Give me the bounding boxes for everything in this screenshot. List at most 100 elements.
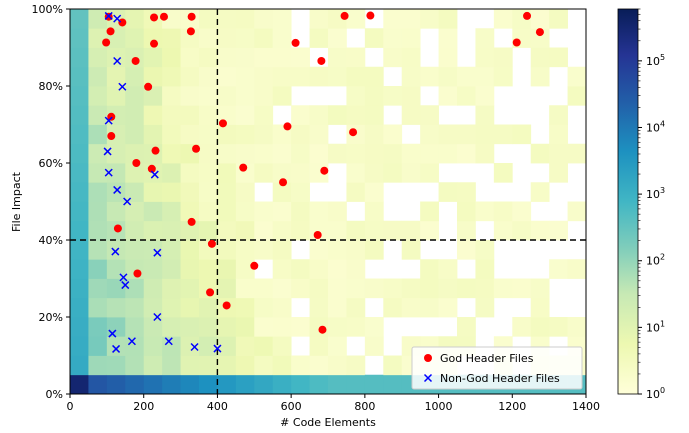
non-god-header-point bbox=[104, 11, 113, 20]
heatmap-cell bbox=[383, 278, 403, 299]
heatmap-cell bbox=[346, 259, 366, 279]
heatmap-cell bbox=[88, 105, 108, 125]
god-header-point bbox=[523, 11, 532, 20]
colorbar-tick-label: 104 bbox=[646, 119, 665, 134]
heatmap-cell bbox=[217, 9, 237, 29]
heatmap-cell bbox=[199, 124, 218, 145]
heatmap-cell bbox=[70, 336, 89, 356]
legend-box bbox=[411, 346, 583, 390]
heatmap-cell bbox=[88, 278, 108, 299]
heatmap-cell bbox=[235, 374, 255, 394]
heatmap-cell bbox=[254, 124, 274, 145]
heatmap-cell bbox=[309, 336, 329, 356]
non-god-header-point bbox=[150, 170, 159, 179]
heatmap-cell bbox=[346, 66, 366, 87]
heatmap-cell bbox=[530, 220, 550, 241]
heatmap-cell bbox=[346, 9, 366, 29]
heatmap-cell bbox=[162, 201, 181, 222]
heatmap-cell bbox=[180, 66, 200, 87]
heatmap-cell bbox=[70, 355, 89, 376]
y-tick-label: 80% bbox=[39, 80, 63, 93]
heatmap-cell bbox=[420, 163, 439, 183]
heatmap-cell bbox=[88, 259, 108, 279]
heatmap-cell bbox=[235, 201, 255, 222]
heatmap-cell bbox=[309, 278, 329, 299]
heatmap-cell bbox=[217, 278, 237, 299]
non-god-header-point bbox=[119, 273, 128, 282]
heatmap-cell bbox=[272, 143, 292, 164]
non-god-header-point bbox=[123, 197, 132, 206]
heatmap-cell bbox=[512, 220, 532, 241]
heatmap-cell bbox=[438, 66, 458, 87]
legend-god-label: God Header Files bbox=[440, 352, 534, 365]
heatmap-cell bbox=[272, 201, 292, 222]
heatmap-cell bbox=[457, 124, 476, 145]
heatmap-cell bbox=[438, 47, 458, 68]
heatmap-cell bbox=[457, 317, 476, 337]
heatmap-cell bbox=[530, 143, 550, 164]
heatmap-cell bbox=[70, 9, 89, 29]
heatmap-cell bbox=[383, 28, 403, 48]
heatmap-cell bbox=[162, 374, 181, 394]
heatmap-cell bbox=[199, 201, 218, 222]
heatmap-cell bbox=[199, 47, 218, 68]
heatmap-cell bbox=[235, 278, 255, 299]
god-header-point bbox=[340, 11, 349, 20]
heatmap-cell bbox=[346, 317, 366, 337]
heatmap-cell bbox=[106, 143, 126, 164]
heatmap-cell bbox=[70, 47, 89, 68]
heatmap-cell bbox=[106, 47, 126, 68]
heatmap-cell bbox=[383, 374, 403, 394]
heatmap-cell bbox=[328, 317, 347, 337]
heatmap-cell bbox=[420, 124, 439, 145]
heatmap-cell bbox=[106, 317, 126, 337]
heatmap-cell bbox=[199, 297, 218, 318]
heatmap-cell bbox=[549, 220, 568, 241]
heatmap-cell bbox=[328, 355, 347, 376]
heatmap-cell bbox=[199, 105, 218, 125]
heatmap-cell bbox=[493, 163, 513, 183]
non-god-header-point bbox=[103, 147, 112, 156]
heatmap-cell bbox=[217, 163, 237, 183]
heatmap-cell bbox=[364, 220, 384, 241]
heatmap-cell bbox=[125, 297, 145, 318]
heatmap-cell bbox=[235, 182, 255, 202]
heatmap-cell bbox=[70, 28, 89, 48]
heatmap-cell bbox=[272, 182, 292, 202]
heatmap-cell bbox=[346, 86, 366, 106]
god-header-point bbox=[317, 56, 326, 65]
legend-nongod-label: Non-God Header Files bbox=[440, 372, 560, 385]
heatmap-cell bbox=[162, 182, 181, 202]
heatmap-cell bbox=[217, 124, 237, 145]
heatmap-cell bbox=[162, 240, 181, 260]
heatmap-cell bbox=[364, 182, 384, 202]
heatmap-cell bbox=[217, 201, 237, 222]
colorbar-tick-label: 100 bbox=[646, 386, 665, 401]
heatmap-cell bbox=[272, 66, 292, 87]
heatmap-cell bbox=[364, 124, 384, 145]
heatmap-cell bbox=[254, 317, 274, 337]
heatmap-cell bbox=[235, 220, 255, 241]
heatmap-cell bbox=[254, 28, 274, 48]
god-header-point bbox=[133, 269, 142, 278]
heatmap-cell bbox=[70, 163, 89, 183]
heatmap-cell bbox=[328, 105, 347, 125]
non-god-header-point bbox=[113, 14, 122, 23]
heatmap-cell bbox=[328, 259, 347, 279]
heatmap-cell bbox=[217, 182, 237, 202]
heatmap-cell bbox=[88, 220, 108, 241]
heatmap-cell bbox=[106, 278, 126, 299]
heatmap-cell bbox=[438, 182, 458, 202]
heatmap-cell bbox=[254, 105, 274, 125]
heatmap-cell bbox=[180, 201, 200, 222]
god-header-point bbox=[113, 224, 122, 233]
heatmap-cell bbox=[309, 201, 329, 222]
heatmap-cell bbox=[125, 355, 145, 376]
heatmap-cell bbox=[291, 355, 310, 376]
god-header-point bbox=[318, 325, 327, 334]
heatmap-cell bbox=[143, 355, 163, 376]
heatmap-cell bbox=[549, 105, 568, 125]
heatmap-cell bbox=[180, 105, 200, 125]
heatmap-cell bbox=[420, 297, 439, 318]
heatmap-cell bbox=[291, 259, 310, 279]
